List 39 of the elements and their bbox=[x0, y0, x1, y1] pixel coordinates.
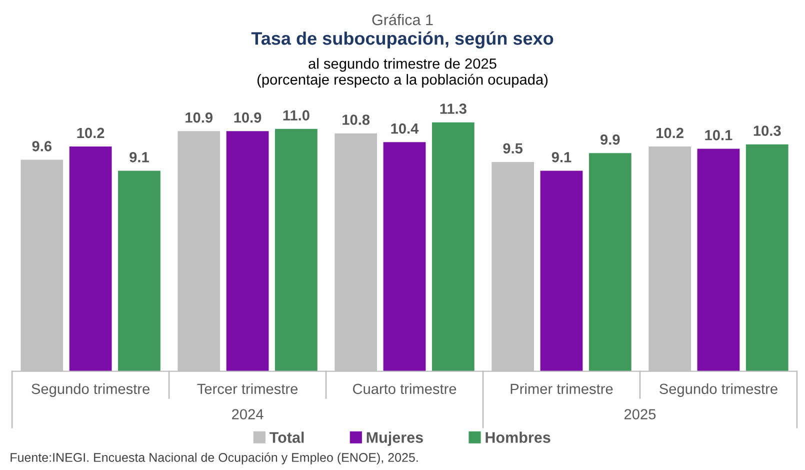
bar bbox=[69, 146, 112, 372]
data-label: 10.8 bbox=[342, 114, 370, 125]
data-label: 10.2 bbox=[77, 128, 104, 138]
legend-label: Hombres bbox=[486, 432, 550, 443]
bar bbox=[383, 142, 426, 372]
bar bbox=[226, 131, 269, 372]
data-label: 10.1 bbox=[705, 130, 732, 140]
data-label: 11.3 bbox=[440, 104, 466, 114]
text: Gráfica 1 bbox=[372, 14, 433, 26]
bar bbox=[540, 170, 583, 372]
bar bbox=[432, 122, 474, 372]
data-label: 9.5 bbox=[503, 143, 523, 154]
bar bbox=[588, 153, 632, 372]
text: 2025 bbox=[624, 409, 656, 420]
x-tick-label: Segundo trimestre bbox=[660, 383, 778, 397]
legend-label: Mujeres bbox=[366, 432, 423, 446]
chart-subtitle: al segundo trimestre de 2025 (porcentaje respecto a la población ocupada) bbox=[257, 58, 548, 88]
data-label: 9.9 bbox=[600, 134, 620, 145]
data-label: 11.0 bbox=[283, 110, 310, 120]
data-label: 9.6 bbox=[32, 141, 52, 152]
data-label: 10.9 bbox=[186, 112, 213, 123]
bar bbox=[118, 170, 160, 372]
x-tick-label: Cuarto trimestre bbox=[352, 383, 456, 394]
x-tick-label: Primer trimestre bbox=[510, 383, 613, 394]
data-label: 10.3 bbox=[754, 126, 781, 136]
data-label: 9.1 bbox=[130, 152, 149, 162]
source-note: Fuente:INEGI. Encuesta Nacional de Ocupación y Empleo (ENOE), 2025. bbox=[10, 452, 418, 464]
bar bbox=[275, 128, 318, 372]
data-label: 10.2 bbox=[656, 128, 684, 138]
data-label: 10.4 bbox=[391, 123, 419, 134]
bar bbox=[746, 144, 788, 372]
x-tick-label: Segundo trimestre bbox=[32, 383, 150, 397]
data-label: 10.9 bbox=[234, 112, 262, 123]
text: 2024 bbox=[232, 409, 264, 420]
chart-title: Tasa de subocupación, según sexo bbox=[251, 31, 554, 48]
x-tick-label: Tercer trimestre bbox=[197, 383, 298, 394]
legend-label: Total bbox=[270, 432, 304, 443]
bar bbox=[697, 148, 740, 372]
data-label: 9.1 bbox=[552, 152, 572, 162]
